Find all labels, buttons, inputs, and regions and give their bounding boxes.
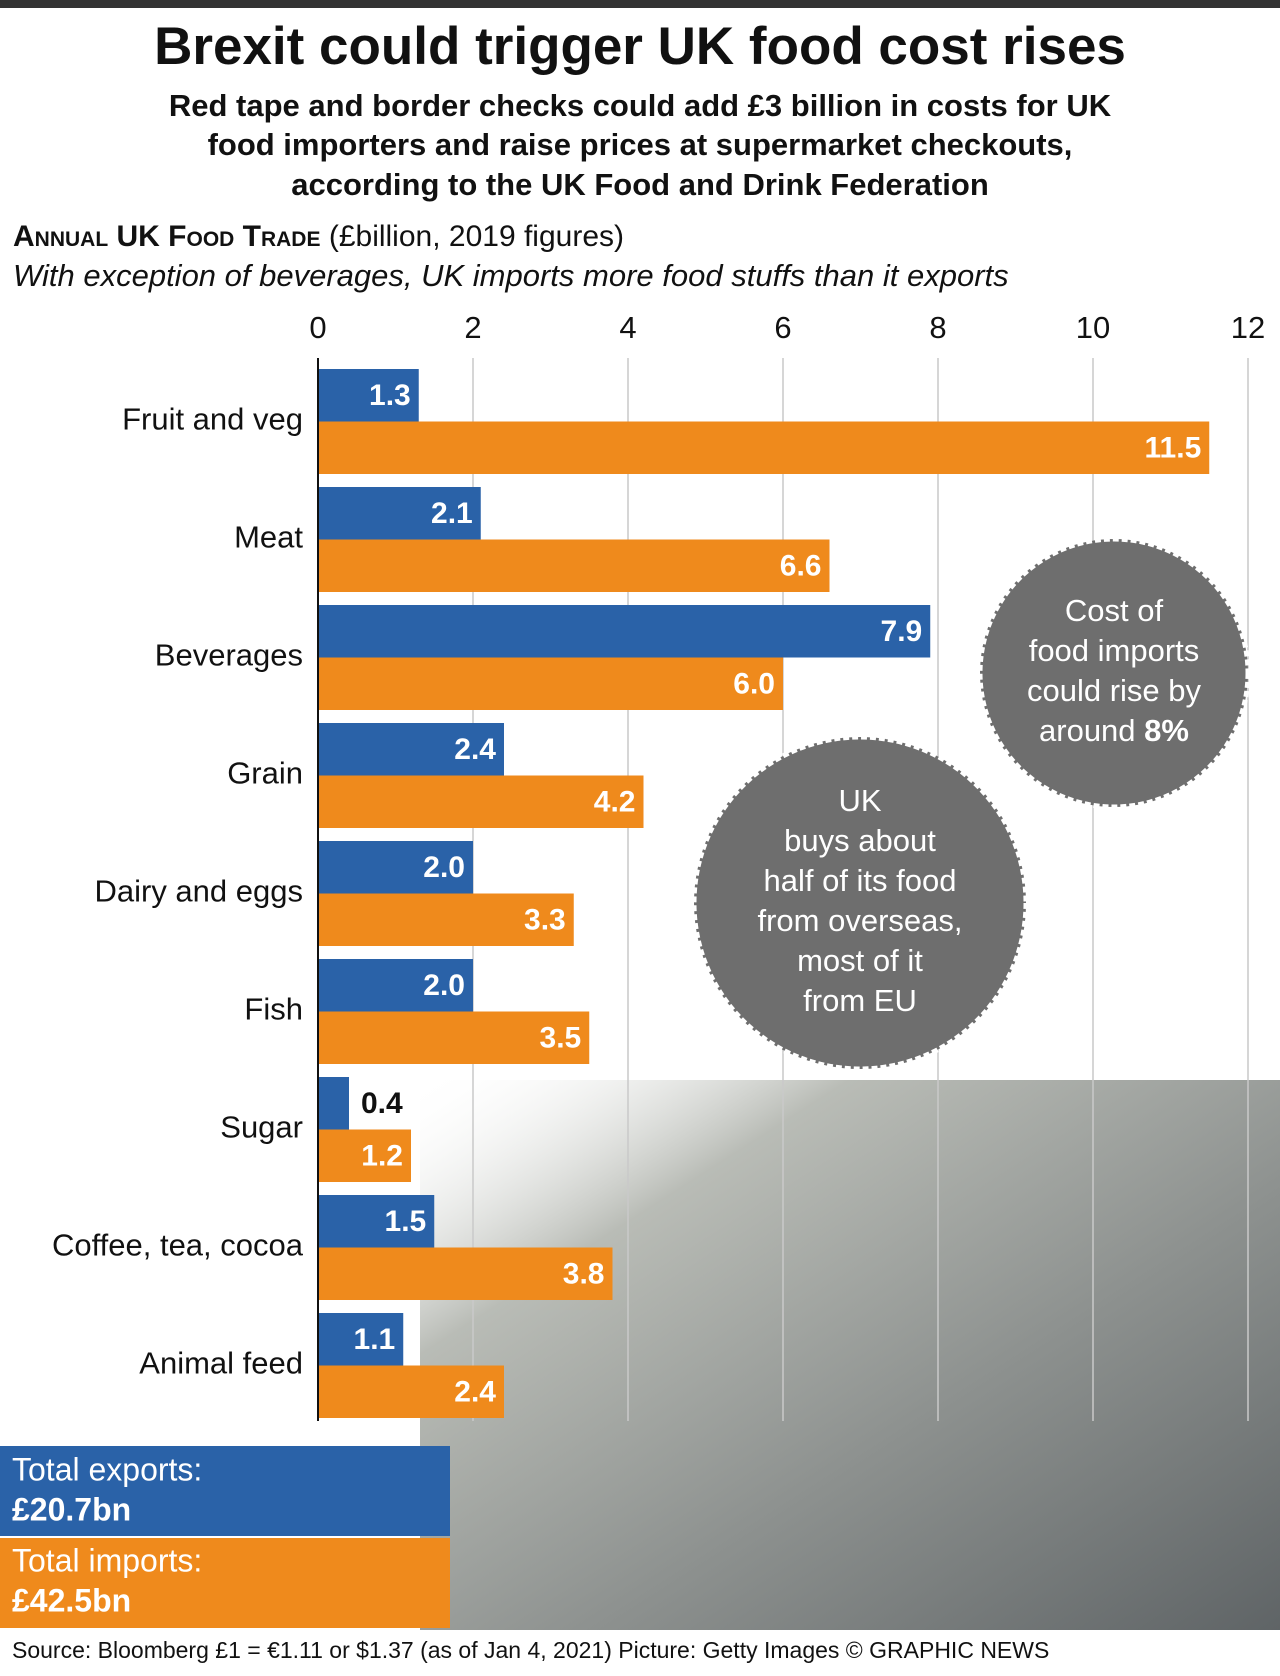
value-label: 2.4: [454, 1376, 496, 1409]
x-tick-label: 12: [1231, 310, 1265, 345]
value-label: 4.2: [594, 786, 636, 819]
subtitle: Red tape and border checks could add £3 …: [169, 88, 1112, 123]
bar: [318, 1011, 590, 1064]
bar: [318, 1195, 435, 1248]
bar: [318, 369, 419, 422]
value-label: 2.1: [431, 497, 473, 530]
bar: [318, 539, 830, 592]
section-heading: Annual UK Food Trade (£billion, 2019 fig…: [13, 220, 624, 253]
x-tick-label: 0: [309, 310, 326, 345]
x-tick-label: 4: [619, 310, 636, 345]
bar: [318, 1077, 349, 1130]
x-tick-label: 10: [1076, 310, 1110, 345]
value-label: 1.3: [369, 379, 411, 412]
chart-title: Brexit could trigger UK food cost rises: [154, 17, 1126, 76]
bar: [318, 775, 644, 828]
value-label: 3.8: [563, 1258, 605, 1291]
bar: [318, 1313, 404, 1366]
value-label: 6.6: [780, 550, 822, 583]
section-units: (£billion, 2019 figures): [329, 220, 624, 253]
chart-note: With exception of beverages, UK imports …: [13, 258, 1009, 293]
category-label: Coffee, tea, cocoa: [52, 1228, 304, 1263]
category-label: Fish: [244, 992, 303, 1027]
annotation-line: most of it: [797, 943, 923, 978]
annotation-emphasis: 8%: [1144, 713, 1189, 748]
source: Source: Bloomberg £1 = €1.11 or $1.37 (a…: [12, 1637, 1049, 1663]
source-band: [0, 1630, 1280, 1676]
section-title: Annual UK Food Trade: [13, 220, 320, 253]
category-label: Sugar: [220, 1110, 303, 1145]
annotation-text: around 8%: [1039, 713, 1189, 748]
subtitle: food importers and raise prices at super…: [208, 127, 1073, 162]
category-label: Meat: [234, 520, 303, 555]
value-label: 6.0: [733, 668, 775, 701]
bar: [318, 1247, 613, 1300]
total-value: £42.5bn: [12, 1582, 131, 1618]
value-label: 2.0: [423, 851, 465, 884]
value-label: 3.3: [524, 904, 566, 937]
annotation-line: UK: [838, 783, 881, 818]
annotation-line: could rise by: [1027, 673, 1202, 708]
annotation-line: food imports: [1029, 633, 1200, 668]
annotation-line: from overseas,: [757, 903, 962, 938]
total-label: Total exports:: [12, 1451, 202, 1487]
annotation-line: Cost of: [1065, 593, 1164, 628]
category-label: Grain: [227, 756, 303, 791]
bar: [318, 487, 481, 540]
annotation-text: half of its food: [763, 863, 956, 898]
exports-box: [0, 1446, 450, 1536]
annotation-text: Cost of: [1065, 593, 1164, 628]
bar: [318, 893, 574, 946]
value-label: 1.2: [361, 1140, 403, 1173]
annotation-text: from overseas,: [757, 903, 962, 938]
x-tick-label: 2: [464, 310, 481, 345]
value-label: 7.9: [881, 615, 923, 648]
annotation-text: from EU: [803, 983, 917, 1018]
bar: [318, 605, 931, 658]
annotation-text: UK: [838, 783, 881, 818]
total-value: £20.7bn: [12, 1491, 131, 1527]
bar: [318, 1129, 411, 1182]
plot: 0 2 4 6 8 10 12 Fruit and veg 1.3 11.5 Meat 2.1 6.6 B…: [52, 310, 1265, 1421]
value-label: 1.5: [385, 1205, 427, 1238]
bar: [318, 421, 1210, 474]
value-label: 11.5: [1145, 432, 1202, 465]
category-label: Fruit and veg: [122, 402, 303, 437]
annotation-line: half of its food: [763, 863, 956, 898]
value-label: 2.0: [423, 969, 465, 1002]
bar: [318, 723, 504, 776]
bar: [318, 959, 473, 1012]
x-tick-label: 8: [929, 310, 946, 345]
annotation-line: buys about: [784, 823, 936, 858]
photo-placeholder: [420, 1080, 1280, 1630]
imports-box: [0, 1538, 450, 1628]
annotation-text: most of it: [797, 943, 923, 978]
bar: [318, 1365, 504, 1418]
value-label: 0.4: [361, 1087, 403, 1120]
subtitle: according to the UK Food and Drink Feder…: [291, 167, 989, 202]
bar: [318, 841, 473, 894]
value-label: 2.4: [454, 733, 496, 766]
annotation-line: from EU: [803, 983, 917, 1018]
value-label: 1.1: [354, 1323, 396, 1356]
annotation-bubble: [977, 536, 1251, 810]
category-label: Beverages: [155, 638, 303, 673]
annotation-line: around: [1039, 713, 1136, 748]
annotation-text: food imports: [1029, 633, 1200, 668]
x-tick-label: 6: [774, 310, 791, 345]
category-label: Animal feed: [139, 1346, 303, 1381]
annotation-text: buys about: [784, 823, 936, 858]
annotation-text: could rise by: [1027, 673, 1202, 708]
total-label: Total imports:: [12, 1542, 202, 1578]
value-label: 3.5: [540, 1022, 582, 1055]
top-rule: [0, 0, 1280, 8]
annotation-bubble: [691, 734, 1029, 1072]
bar: [318, 657, 783, 710]
category-label: Dairy and eggs: [94, 874, 303, 909]
